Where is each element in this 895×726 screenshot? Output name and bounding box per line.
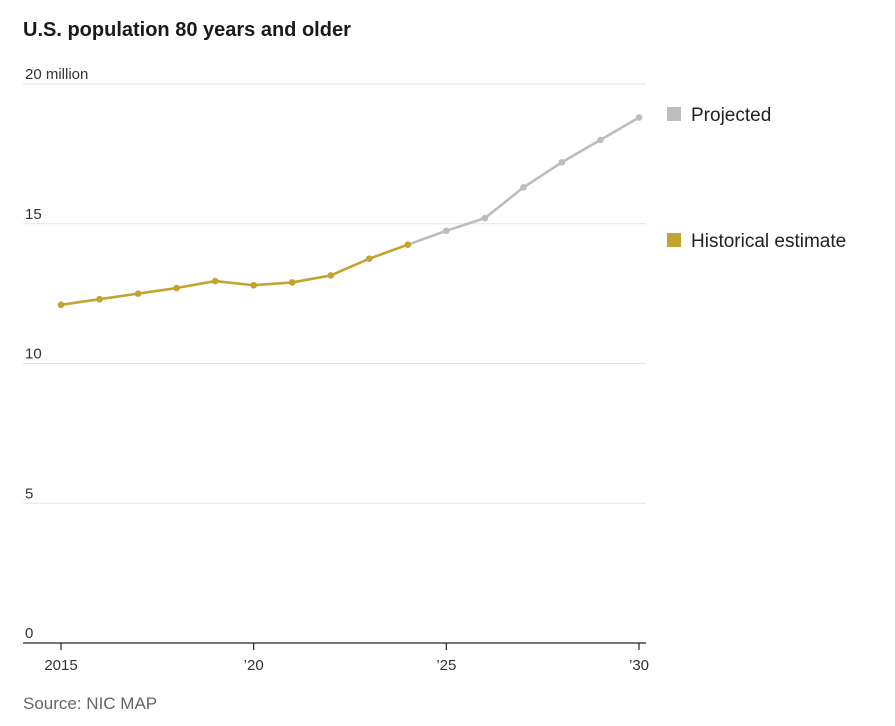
data-point-historical-estimate-2016 xyxy=(96,296,103,303)
data-point-projected-2025 xyxy=(443,227,450,234)
data-point-historical-estimate-2015 xyxy=(58,302,65,309)
data-point-historical-estimate-2023 xyxy=(366,255,373,262)
series-line-projected xyxy=(408,118,639,245)
series-layer xyxy=(58,114,643,308)
legend: Projected Historical estimate xyxy=(667,105,846,252)
data-point-historical-estimate-2024 xyxy=(405,241,412,248)
y-tick-label-5: 5 xyxy=(25,485,33,502)
y-tick-label-20: 20 million xyxy=(25,66,88,83)
x-tick-label-2030: ’30 xyxy=(629,657,649,674)
x-tick-label-2025: ’25 xyxy=(436,657,456,674)
legend-label-historical-estimate: Historical estimate xyxy=(691,231,846,252)
x-tick-label-2015: 2015 xyxy=(44,657,77,674)
data-point-historical-estimate-2021 xyxy=(289,279,296,286)
line-chart: 0 5 10 15 20 million 2015 ’20 ’25 ’30 Projected… xyxy=(0,0,895,726)
data-point-projected-2029 xyxy=(597,137,604,144)
data-point-projected-2028 xyxy=(559,159,566,166)
chart-source: Source: NIC MAP xyxy=(23,694,157,714)
legend-swatch-historical-estimate xyxy=(667,233,681,247)
data-point-historical-estimate-2017 xyxy=(135,290,142,297)
legend-swatch-projected xyxy=(667,107,681,121)
y-tick-label-0: 0 xyxy=(25,625,33,642)
data-point-historical-estimate-2022 xyxy=(327,272,334,279)
data-point-projected-2026 xyxy=(482,215,489,222)
gridlines: 0 5 10 15 20 million xyxy=(23,66,646,642)
y-tick-label-10: 10 xyxy=(25,346,42,363)
legend-label-projected: Projected xyxy=(691,105,771,126)
y-tick-label-15: 15 xyxy=(25,206,42,223)
series-line-historical-estimate xyxy=(61,245,408,305)
x-axis: 2015 ’20 ’25 ’30 xyxy=(23,643,649,674)
data-point-historical-estimate-2020 xyxy=(250,282,257,289)
data-point-historical-estimate-2019 xyxy=(212,278,219,285)
data-point-projected-2027 xyxy=(520,184,527,191)
x-tick-label-2020: ’20 xyxy=(244,657,264,674)
data-point-projected-2030 xyxy=(636,114,643,121)
data-point-historical-estimate-2018 xyxy=(173,285,180,292)
